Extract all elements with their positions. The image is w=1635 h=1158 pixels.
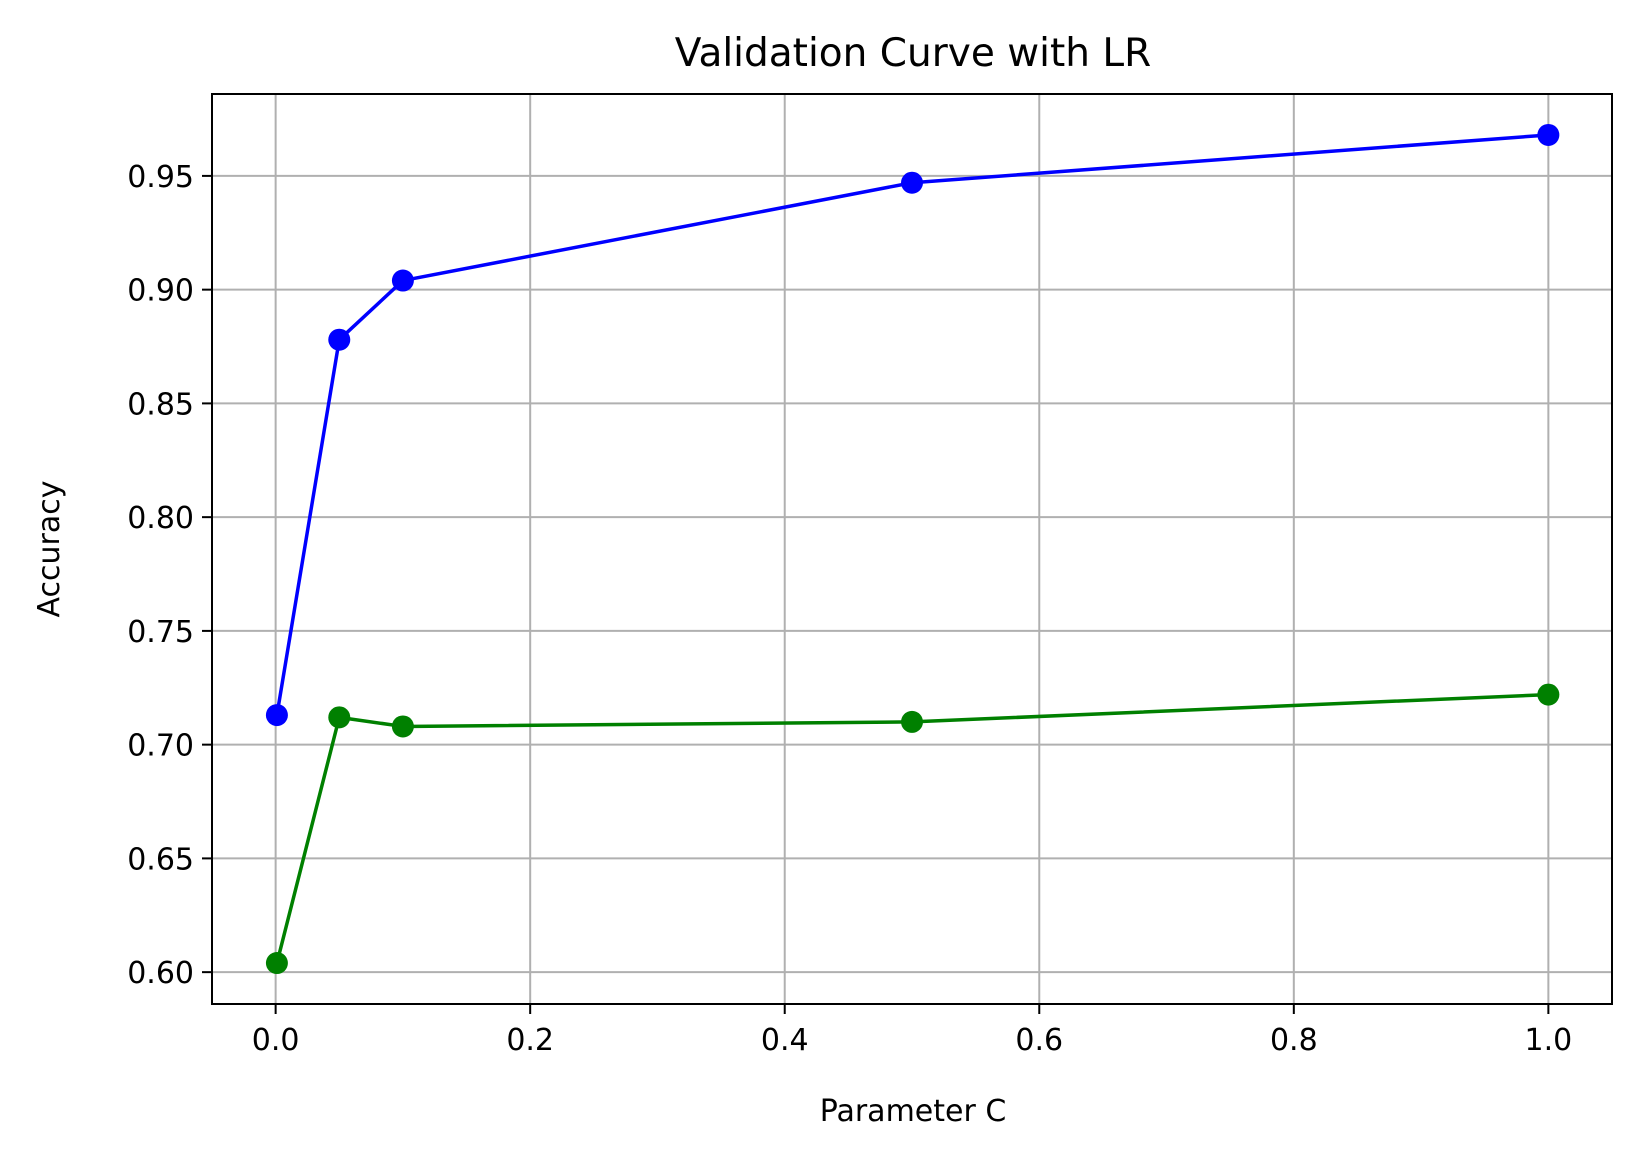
y-tick-label: 0.90	[127, 274, 194, 309]
x-axis-label: Parameter C	[820, 1094, 1007, 1129]
x-tick-label: 0.4	[761, 1023, 809, 1058]
series-2-point	[265, 952, 288, 975]
series-2-point	[391, 715, 414, 738]
plot-area	[212, 94, 1612, 1004]
y-tick-label: 0.65	[127, 842, 194, 877]
y-tick-label: 0.95	[127, 160, 194, 195]
series-1-point	[391, 269, 414, 292]
y-axis-label: Accuracy	[32, 481, 67, 618]
x-tick-label: 0.8	[1270, 1023, 1318, 1058]
series-1-point	[265, 704, 288, 727]
y-tick-label: 0.75	[127, 615, 194, 650]
y-tick-label: 0.70	[127, 729, 194, 764]
series-1-point	[328, 328, 351, 351]
x-tick-label: 1.0	[1525, 1023, 1573, 1058]
y-tick-label: 0.85	[127, 387, 194, 422]
series-2-point	[901, 710, 923, 733]
series-layer	[265, 123, 1560, 975]
chart-title: Validation Curve with LR	[675, 31, 1151, 76]
series-1-point	[1537, 123, 1560, 146]
series-2	[265, 683, 1560, 975]
x-tick-label: 0.2	[506, 1023, 554, 1058]
y-tick-label: 0.60	[127, 956, 194, 991]
series-2-point	[328, 706, 351, 729]
y-tick-label: 0.80	[127, 501, 194, 536]
series-1-point	[901, 171, 923, 194]
series-2-point	[1537, 683, 1560, 706]
x-tick-label: 0.6	[1015, 1023, 1063, 1058]
plot-frame	[211, 93, 1613, 1005]
axes: 0.0 0.2 0.4 0.6 0.8 1.0 0.60 0.65 0.70 0.75 0.80 0.…	[127, 160, 1572, 1058]
x-tick-label: 0.0	[252, 1023, 300, 1058]
series-1	[265, 123, 1560, 727]
